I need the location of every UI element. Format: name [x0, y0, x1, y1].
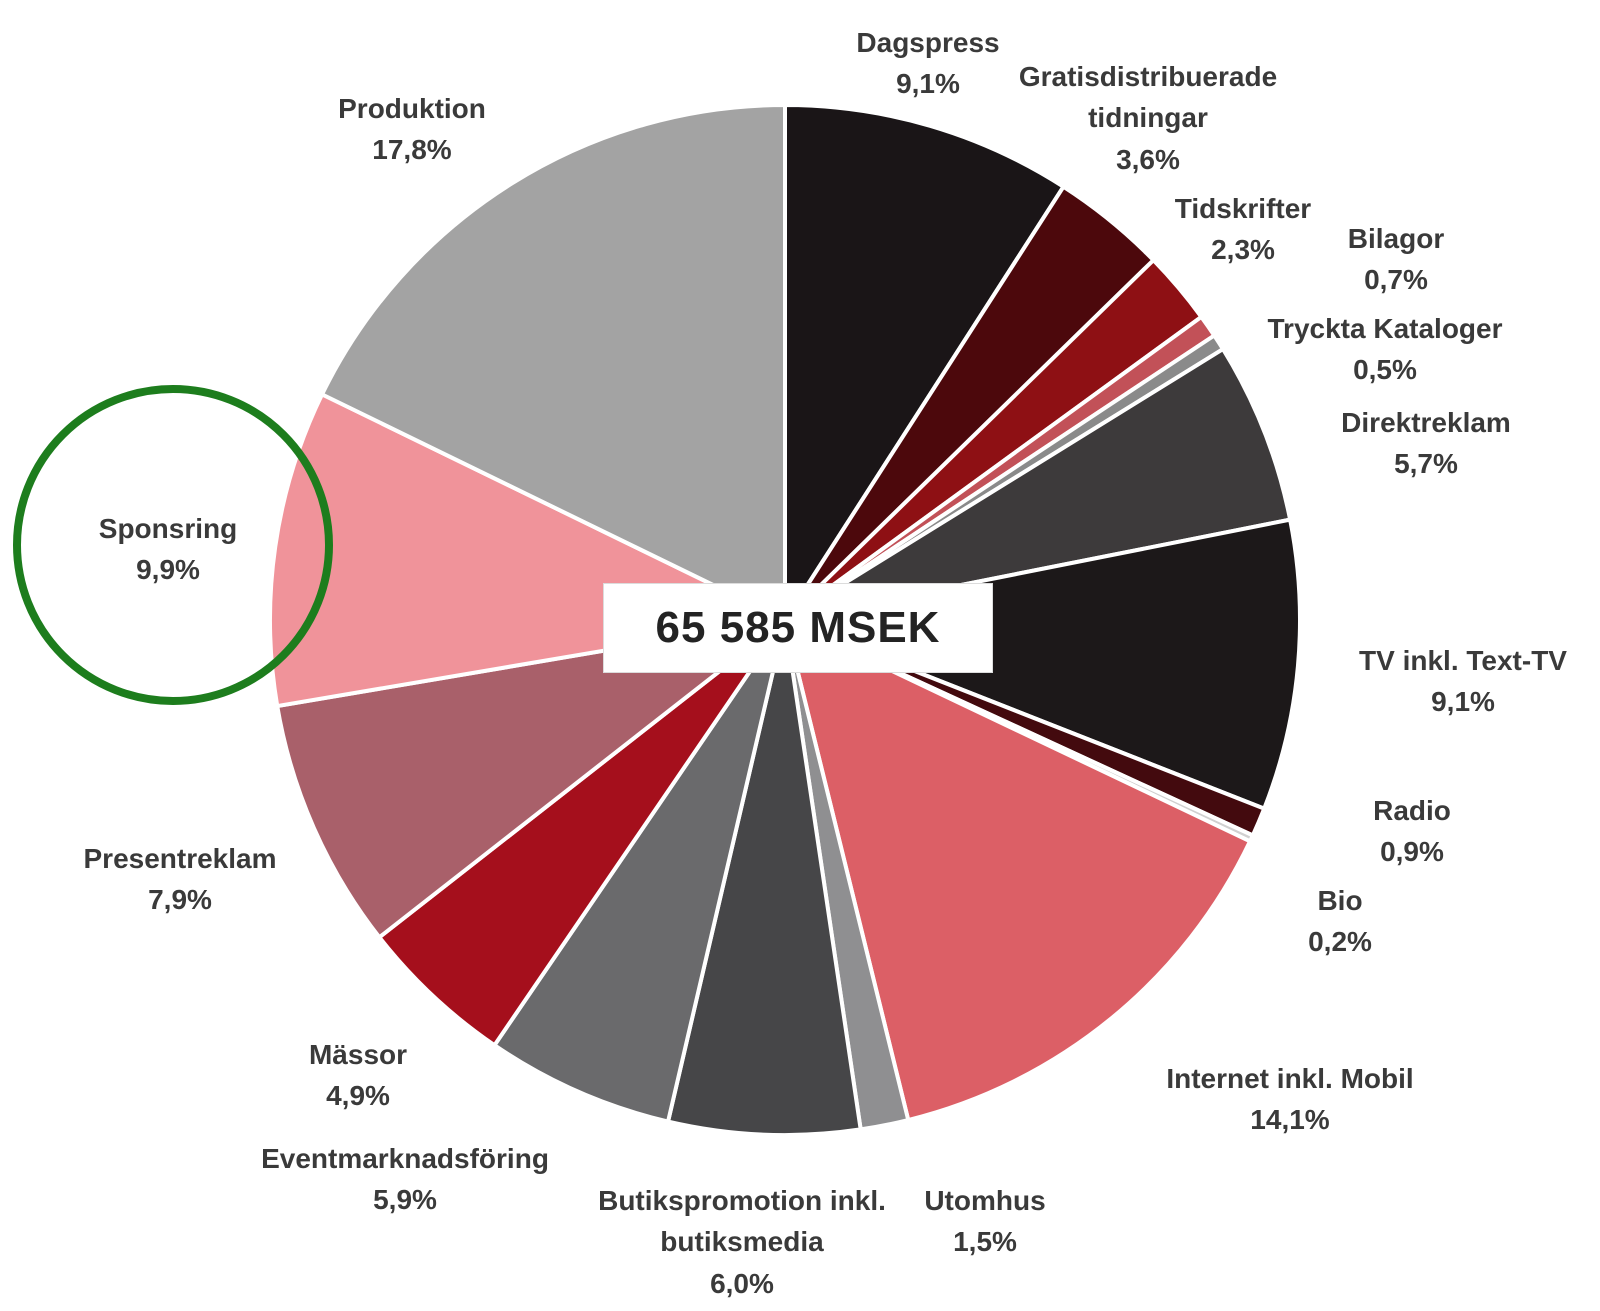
total-label-box: 65 585 MSEK	[603, 583, 993, 673]
slice-pct: 2,3%	[1211, 234, 1275, 266]
slice-pct: 0,5%	[1353, 354, 1417, 386]
label-tidskrifter: Tidskrifter 2,3%	[1175, 188, 1311, 271]
slice-name: Mässor	[308, 1039, 408, 1070]
pie-slice-13	[376, 618, 787, 1048]
slice-pct: 7,9%	[148, 884, 212, 916]
slice-pct: 3,6%	[1116, 143, 1180, 175]
label-internet-inkl-mobil: Internet inkl. Mobil 14,1%	[1166, 1058, 1413, 1141]
label-presentreklam: Presentreklam 7,9%	[83, 838, 276, 921]
pie-slice-9	[782, 616, 1253, 1123]
slice-pct: 5,9%	[373, 1184, 437, 1216]
slice-name: TV inkl. Text-TV	[1359, 645, 1567, 676]
slice-name: Radio	[1373, 795, 1451, 826]
slice-pct: 0,9%	[1380, 836, 1444, 868]
label-utomhus: Utomhus 1,5%	[924, 1180, 1045, 1263]
label-butikspromotion: Butikspromotion inkl. butiksmedia 6,0%	[572, 1180, 912, 1304]
slice-pct: 0,7%	[1364, 264, 1428, 296]
slice-name: Bilagor	[1347, 223, 1445, 254]
label-radio: Radio 0,9%	[1373, 790, 1451, 873]
slice-pct: 17,8%	[372, 134, 452, 166]
label-direktreklam: Direktreklam 5,7%	[1341, 402, 1511, 485]
label-tv-inkl-text-tv: TV inkl. Text-TV 9,1%	[1359, 640, 1567, 723]
slice-pct: 0,2%	[1308, 926, 1372, 958]
pie-slice-0	[783, 102, 1067, 627]
label-massor: Mässor 4,9%	[309, 1034, 407, 1117]
slice-pct: 5,7%	[1394, 448, 1458, 480]
slice-name: Gratisdistribuerade tidningar	[1018, 61, 1278, 134]
slice-name: Tryckta Kataloger	[1267, 313, 1503, 344]
label-eventmarknadsforing: Eventmarknadsföring 5,9%	[261, 1138, 549, 1221]
slice-name: Direktreklam	[1341, 407, 1511, 438]
pie-slice-11	[665, 619, 863, 1137]
slice-name: Butikspromotion inkl. butiksmedia	[598, 1185, 886, 1258]
slice-pct: 9,1%	[896, 68, 960, 100]
slice-name: Eventmarknadsföring	[261, 1143, 549, 1174]
slice-name: Internet inkl. Mobil	[1166, 1063, 1414, 1094]
label-produktion: Produktion 17,8%	[338, 88, 486, 171]
pie-slice-6	[777, 517, 1302, 812]
label-sponsring: Sponsring 9,9%	[99, 508, 237, 591]
slice-pct: 6,0%	[710, 1267, 774, 1299]
slice-pct: 9,9%	[136, 554, 200, 586]
slice-name: Tidskrifter	[1174, 193, 1312, 224]
slice-pct: 1,5%	[953, 1226, 1017, 1258]
slice-pct: 9,1%	[1431, 686, 1495, 718]
label-tryckta-kataloger: Tryckta Kataloger 0,5%	[1268, 308, 1503, 391]
slice-name: Bio	[1317, 885, 1363, 916]
label-gratisdistribuerade-tidningar: Gratisdistribuerade tidningar 3,6%	[983, 56, 1313, 180]
sponsring-highlight-circle	[13, 385, 333, 705]
slice-name: Utomhus	[924, 1185, 1046, 1216]
label-dagspress: Dagspress 9,1%	[856, 22, 999, 105]
label-bilagor: Bilagor 0,7%	[1348, 218, 1444, 301]
slice-name: Presentreklam	[83, 843, 277, 874]
total-label: 65 585 MSEK	[655, 603, 941, 652]
slice-pct: 14,1%	[1250, 1104, 1330, 1136]
label-bio: Bio 0,2%	[1308, 880, 1372, 963]
slice-pct: 4,9%	[326, 1080, 390, 1112]
slice-name: Dagspress	[856, 27, 1000, 58]
pie-slice-5	[783, 346, 1293, 622]
pie-slice-12	[491, 618, 787, 1124]
slice-name: Sponsring	[98, 513, 238, 544]
pie-slice-14	[274, 618, 787, 941]
slice-name: Produktion	[338, 93, 486, 124]
pie-slice-16	[319, 102, 787, 624]
